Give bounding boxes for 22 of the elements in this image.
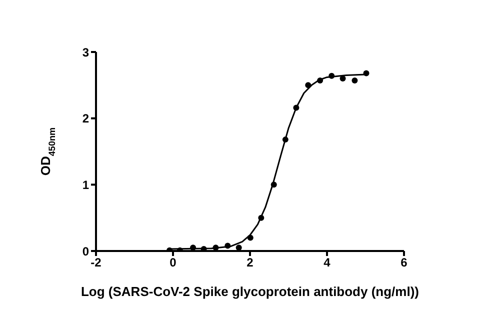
x-axis-title: Log (SARS-CoV-2 Spike glycoprotein antibody (ng/ml)) <box>80 284 420 299</box>
point <box>258 214 264 221</box>
y-tick-label: 0 <box>82 244 90 258</box>
point <box>305 82 312 88</box>
point <box>270 182 277 188</box>
x-tick-label: 4 <box>324 256 331 270</box>
y-tick-label: 1 <box>82 178 90 192</box>
point <box>317 78 324 84</box>
point <box>340 76 346 82</box>
x-tick-label: 6 <box>400 256 408 270</box>
point <box>224 242 231 249</box>
point <box>247 234 254 241</box>
point <box>293 104 300 111</box>
point <box>363 70 370 76</box>
x-tick-label: 2 <box>246 256 254 270</box>
y-tick-label: 3 <box>82 45 90 60</box>
y-tick-label: 2 <box>82 112 90 126</box>
point <box>352 78 358 84</box>
x-tick-label: -2 <box>90 256 102 270</box>
x-tick-label: 0 <box>170 256 177 270</box>
point <box>282 136 288 143</box>
point <box>328 72 335 79</box>
